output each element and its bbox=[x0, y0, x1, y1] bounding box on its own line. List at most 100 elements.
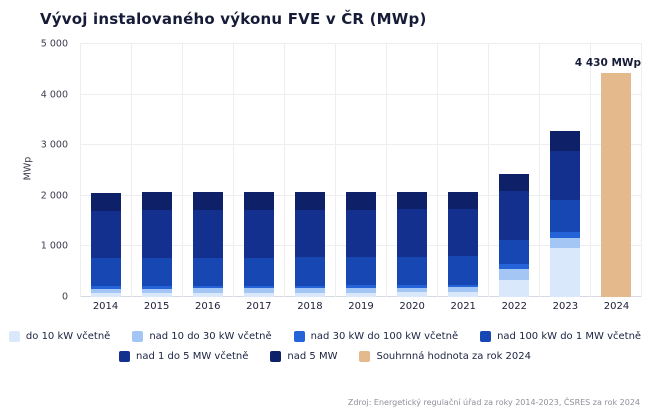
legend-item: nad 1 do 5 MW včetně bbox=[119, 351, 248, 362]
bar-segment bbox=[295, 192, 325, 210]
bar-segment bbox=[346, 287, 376, 293]
year-column bbox=[540, 44, 591, 297]
bar-segment bbox=[550, 131, 580, 152]
chart-title: Vývoj instalovaného výkonu FVE v ČR (MWp… bbox=[40, 10, 427, 28]
bar-segment bbox=[397, 292, 427, 297]
bar-segment bbox=[295, 285, 325, 289]
bar-segment bbox=[397, 256, 427, 286]
bar-segment bbox=[346, 257, 376, 286]
bar-segment bbox=[193, 210, 223, 258]
bar-segment bbox=[499, 191, 529, 241]
bar-segment bbox=[499, 268, 529, 280]
year-column bbox=[387, 44, 438, 297]
bar-2018 bbox=[295, 192, 325, 297]
legend: do 10 kW včetně nad 10 do 30 kW včetně nad… bbox=[0, 331, 650, 362]
bar-segment bbox=[448, 208, 478, 257]
bar-segment bbox=[550, 238, 580, 249]
bar-segment bbox=[193, 293, 223, 297]
bar-segment bbox=[397, 285, 427, 288]
bar-segment bbox=[448, 292, 478, 297]
bar-segment bbox=[397, 287, 427, 293]
x-tick-label: 2016 bbox=[195, 301, 221, 312]
bar-segment bbox=[550, 231, 580, 239]
legend-swatch bbox=[270, 351, 282, 362]
legend-item: nad 30 kW do 100 kW včetně bbox=[293, 331, 459, 342]
bar-2021 bbox=[448, 191, 478, 297]
y-tick-label: 2 000 bbox=[40, 190, 68, 202]
bar-segment bbox=[142, 288, 172, 294]
bar-segment bbox=[142, 192, 172, 211]
bar-segment bbox=[346, 209, 376, 258]
x-tick-label: 2017 bbox=[246, 301, 272, 312]
bar-segment bbox=[91, 286, 121, 289]
bar-segment bbox=[499, 174, 529, 192]
bar-segment bbox=[295, 209, 325, 258]
bar-2017 bbox=[244, 192, 274, 297]
y-tick-label: 1 000 bbox=[40, 240, 68, 252]
legend-label: Souhrnná hodnota za rok 2024 bbox=[376, 351, 531, 362]
legend-item: do 10 kW včetně bbox=[8, 331, 111, 342]
bar-2022 bbox=[499, 174, 529, 297]
bar-segment bbox=[550, 248, 580, 297]
legend-label: nad 10 do 30 kW včetně bbox=[149, 331, 272, 342]
bar-segment bbox=[193, 257, 223, 287]
legend-row: do 10 kW včetně nad 10 do 30 kW včetně nad… bbox=[0, 331, 650, 342]
bar-segment bbox=[142, 257, 172, 287]
year-column bbox=[81, 44, 132, 297]
x-tick-label: 2023 bbox=[552, 301, 579, 312]
y-tick-label: 3 000 bbox=[40, 139, 68, 151]
bar-segment bbox=[448, 287, 478, 293]
y-axis-unit-label: MWp bbox=[22, 156, 34, 181]
legend-label: nad 1 do 5 MW včetně bbox=[136, 351, 249, 362]
bar-segment bbox=[244, 292, 274, 297]
bar-segment bbox=[193, 288, 223, 294]
bar-segment bbox=[346, 292, 376, 297]
bar-2019 bbox=[346, 191, 376, 297]
x-tick-label: 2014 bbox=[92, 301, 119, 312]
y-tick-label: 0 bbox=[61, 291, 68, 303]
x-axis: 2014 2015 2016 2017 2018 2019 2020 2021 2022 2023… bbox=[80, 301, 642, 312]
bar-segment bbox=[142, 210, 172, 258]
bar-segment bbox=[91, 288, 121, 294]
legend-label: nad 30 kW do 100 kW včetně bbox=[310, 331, 459, 342]
legend-row: nad 1 do 5 MW včetně nad 5 MW Souhrnná hod… bbox=[0, 351, 650, 362]
year-column bbox=[438, 44, 489, 297]
bar-segment bbox=[244, 257, 274, 286]
gridline bbox=[80, 43, 642, 44]
legend-item: nad 100 kW do 1 MW včetně bbox=[480, 331, 641, 342]
gridline bbox=[80, 144, 642, 146]
source-note: Zdroj: Energetický regulační úřad za rok… bbox=[347, 398, 640, 407]
bar-segment bbox=[244, 210, 274, 258]
legend-item: nad 10 do 30 kW včetně bbox=[132, 331, 272, 342]
y-tick-label: 4 000 bbox=[40, 89, 68, 101]
year-column bbox=[285, 44, 336, 297]
x-tick-label: 2015 bbox=[143, 301, 170, 312]
bar-segment bbox=[244, 285, 274, 289]
legend-item: Souhrnná hodnota za rok 2024 bbox=[359, 351, 531, 362]
bar-2015 bbox=[142, 192, 172, 297]
bar-segment bbox=[448, 256, 478, 285]
bar-segment bbox=[550, 151, 580, 201]
legend-swatch bbox=[480, 331, 492, 342]
bar-2014 bbox=[91, 192, 121, 297]
bar-segment bbox=[91, 210, 121, 259]
bar-segment bbox=[397, 191, 427, 210]
legend-label: do 10 kW včetně bbox=[25, 331, 111, 342]
year-column bbox=[489, 44, 540, 297]
legend-item: nad 5 MW bbox=[270, 351, 337, 362]
x-tick-label: 2019 bbox=[348, 301, 374, 312]
bar-segment bbox=[91, 293, 121, 297]
bar-segment bbox=[448, 191, 478, 209]
bar-segment bbox=[91, 192, 121, 211]
bar-2020 bbox=[397, 191, 427, 297]
x-tick-label: 2021 bbox=[450, 301, 476, 312]
year-column bbox=[183, 44, 234, 297]
bar-segment bbox=[142, 286, 172, 289]
total-2024-annotation: 4 430 MWp bbox=[574, 57, 641, 69]
year-column bbox=[336, 44, 387, 297]
x-tick-label: 2024 bbox=[603, 301, 630, 312]
bar-segment bbox=[448, 284, 478, 288]
bar-columns bbox=[80, 44, 642, 297]
legend-swatch bbox=[293, 331, 305, 342]
